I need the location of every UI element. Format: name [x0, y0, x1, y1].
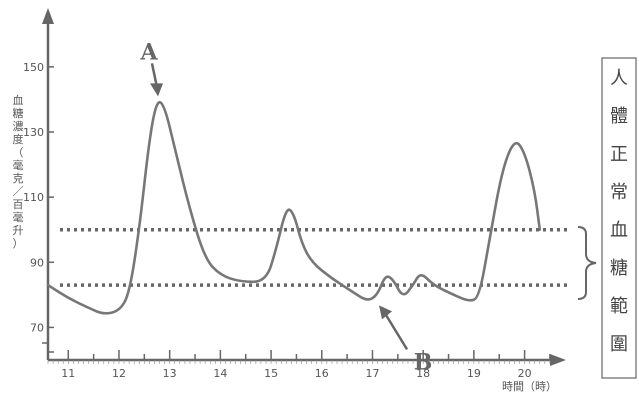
range-label-char: 常: [610, 182, 628, 203]
x-tick-label: 19: [467, 367, 481, 380]
y-ticks: 70 90 110 130 150: [23, 61, 54, 334]
y-tick-label: 130: [23, 126, 44, 139]
y-tick-label: 110: [23, 191, 44, 204]
annotation-label-a: A: [139, 39, 158, 65]
x-tick-label: 16: [315, 367, 329, 380]
y-label-char: 升: [13, 224, 24, 237]
x-tick-label: 14: [213, 367, 227, 380]
y-label-char: 糖: [13, 106, 24, 120]
annotation-arrow-b: [383, 312, 409, 351]
y-label-char: ）: [13, 237, 24, 250]
range-label-char: 範: [610, 296, 628, 317]
annotation-arrowhead-a: [150, 83, 164, 97]
range-label-char: 正: [610, 144, 628, 165]
range-label-char: 糖: [610, 258, 628, 279]
y-tick-label: 150: [23, 61, 44, 74]
y-label-char: 克: [13, 172, 24, 185]
x-tick-label: 15: [264, 367, 278, 380]
range-label-char: 血: [610, 220, 628, 241]
y-tick-label: 70: [30, 321, 44, 334]
x-tick-label: 20: [518, 367, 532, 380]
range-label-char: 人: [610, 68, 628, 89]
annotations: AB: [139, 39, 432, 375]
x-tick-label: 17: [365, 367, 379, 380]
axes: [42, 8, 566, 366]
x-tick-label: 11: [61, 367, 75, 380]
range-label-box: [601, 57, 637, 379]
annotation-label-b: B: [414, 349, 433, 375]
y-label-char: 毫: [13, 158, 24, 172]
y-label-char: 濃: [13, 119, 24, 133]
x-axis-arrow: [550, 354, 566, 366]
x-tick-label: 18: [416, 367, 430, 380]
range-label-char: 體: [610, 106, 628, 127]
x-ticks: 11 12 13 14 15 16 17 18 19 20: [47, 350, 551, 380]
y-label-char: 度: [13, 132, 24, 146]
y-label-char: （: [13, 146, 24, 159]
y-tick-label: 90: [30, 256, 44, 269]
x-axis-label: 時間（時）: [502, 380, 557, 393]
x-tick-label: 13: [163, 367, 177, 380]
series-line: [46, 100, 542, 315]
y-axis-arrow: [42, 8, 54, 24]
axis-break-mark: [42, 342, 54, 353]
normal-range: [60, 227, 570, 287]
x-tick-label: 12: [112, 367, 126, 380]
y-label-char: 百: [13, 198, 24, 211]
range-brace: [577, 226, 597, 300]
range-label-char: 圍: [610, 334, 628, 355]
y-label-char: 血: [13, 93, 24, 107]
y-label-char: ／: [13, 185, 24, 198]
y-label-char: 毫: [13, 210, 24, 224]
annotation-arrowhead-b: [379, 305, 393, 320]
